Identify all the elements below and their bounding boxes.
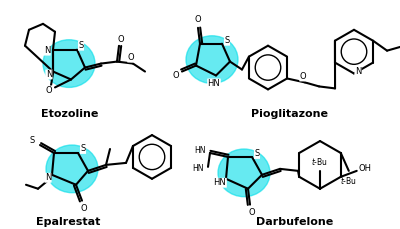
Text: $t$-Bu: $t$-Bu: [312, 156, 328, 167]
Text: S: S: [29, 136, 35, 144]
Text: N: N: [44, 46, 50, 55]
Text: Darbufelone: Darbufelone: [256, 217, 334, 226]
Text: HN: HN: [194, 147, 206, 155]
Ellipse shape: [218, 149, 270, 197]
Text: O: O: [300, 72, 306, 81]
Text: O: O: [249, 208, 255, 217]
Ellipse shape: [186, 36, 238, 83]
Text: O: O: [46, 86, 52, 95]
Text: Pioglitazone: Pioglitazone: [252, 109, 328, 119]
Text: S: S: [224, 36, 230, 45]
Text: O: O: [118, 35, 124, 44]
Ellipse shape: [43, 40, 95, 87]
Text: N: N: [355, 67, 361, 76]
Text: S: S: [80, 144, 86, 153]
Text: O: O: [173, 71, 179, 80]
Text: HN: HN: [192, 164, 204, 173]
Text: $t$-Bu: $t$-Bu: [340, 175, 357, 186]
Text: Etozoline: Etozoline: [41, 109, 99, 119]
Text: O: O: [81, 204, 87, 213]
Text: OH: OH: [358, 164, 371, 173]
Text: HN: HN: [214, 178, 226, 187]
Ellipse shape: [46, 145, 98, 193]
Text: O: O: [195, 15, 201, 24]
Text: N: N: [45, 173, 51, 182]
Text: N: N: [46, 70, 52, 79]
Text: S: S: [78, 41, 84, 50]
Text: S: S: [254, 150, 260, 158]
Text: Epalrestat: Epalrestat: [36, 217, 100, 226]
Text: O: O: [128, 53, 134, 62]
Text: HN: HN: [208, 79, 220, 88]
